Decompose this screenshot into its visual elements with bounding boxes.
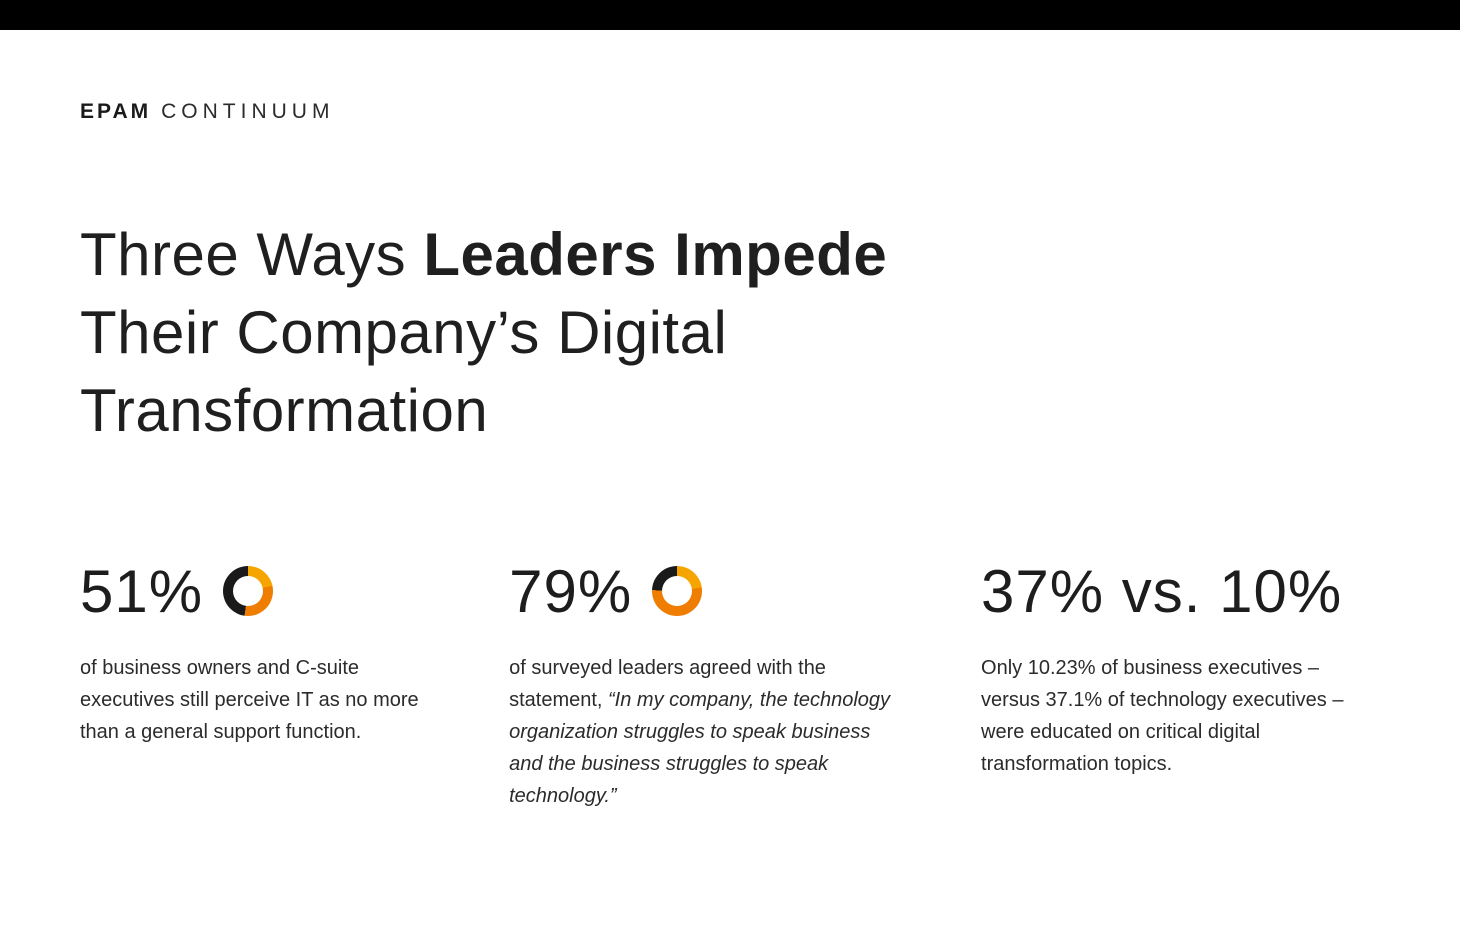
stats-row: 51% of business owners and C-suite execu… bbox=[80, 558, 1380, 812]
stat-text-51: of business owners and C-suite executive… bbox=[80, 657, 419, 743]
stat-head-51: 51% bbox=[80, 557, 434, 625]
brand-logo: EPAM CONTINUUM bbox=[80, 100, 1380, 124]
stat-description-79: of surveyed leaders agreed with the stat… bbox=[509, 652, 903, 812]
page-title: Three Ways Leaders Impede Their Company’… bbox=[80, 216, 1060, 450]
title-part-light-3: Transformation bbox=[80, 377, 489, 444]
stat-card-79: 79% of surveyed leaders agreed with the … bbox=[509, 558, 903, 812]
donut-chart-icon-79 bbox=[652, 566, 703, 616]
stat-text-79: of surveyed leaders agreed with the stat… bbox=[509, 657, 826, 711]
stat-description-37-vs-10: Only 10.23% of business executives – ver… bbox=[981, 652, 1380, 780]
title-part-light-1: Three Ways bbox=[80, 221, 424, 288]
stat-value-79: 79% bbox=[509, 557, 633, 625]
page-container: EPAM CONTINUUM Three Ways Leaders Impede… bbox=[0, 100, 1460, 812]
title-part-light-2: Their Company’s Digital bbox=[80, 299, 728, 366]
stat-head-37-vs-10: 37% vs. 10% bbox=[981, 557, 1380, 625]
stat-text-37-vs-10: Only 10.23% of business executives – ver… bbox=[981, 657, 1344, 775]
title-part-bold: Leaders Impede bbox=[423, 221, 888, 288]
top-black-bar bbox=[0, 0, 1460, 30]
stat-card-37-vs-10: 37% vs. 10% Only 10.23% of business exec… bbox=[981, 558, 1380, 780]
logo-continuum: CONTINUUM bbox=[161, 100, 335, 123]
stat-description-51: of business owners and C-suite executive… bbox=[80, 652, 434, 748]
donut-chart-icon-51 bbox=[223, 566, 274, 616]
stat-card-51: 51% of business owners and C-suite execu… bbox=[80, 558, 434, 748]
stat-value-37-vs-10: 37% vs. 10% bbox=[981, 557, 1343, 625]
stat-head-79: 79% bbox=[509, 557, 903, 625]
stat-quote-79: “In my company, the technology organizat… bbox=[509, 689, 891, 807]
stat-value-51: 51% bbox=[80, 557, 204, 625]
logo-epam: EPAM bbox=[80, 100, 152, 123]
